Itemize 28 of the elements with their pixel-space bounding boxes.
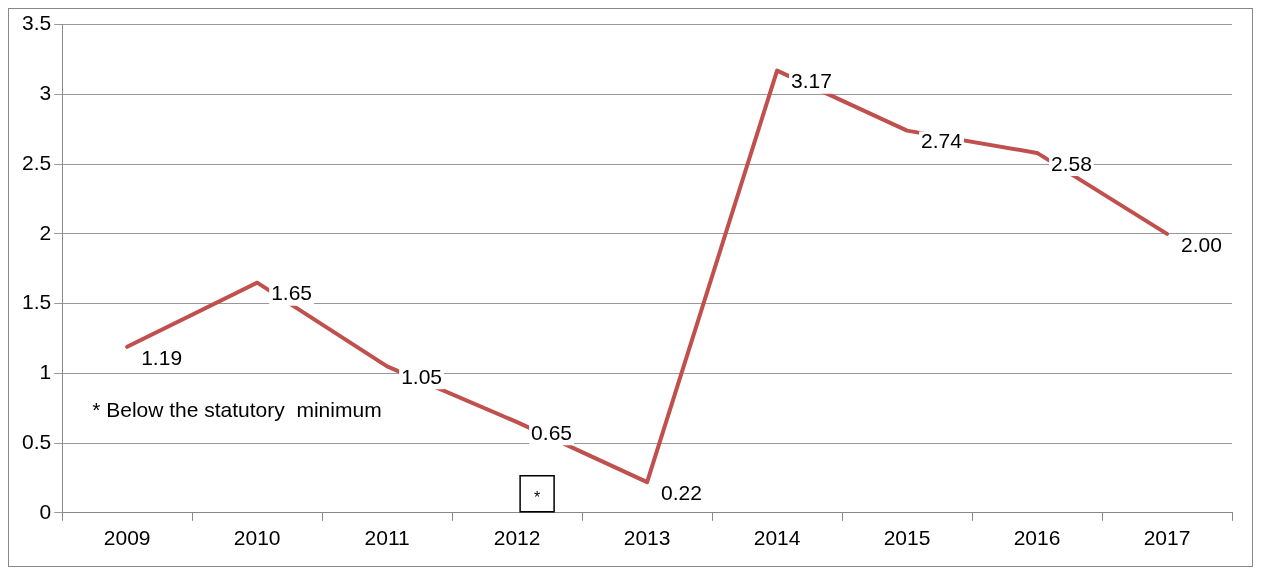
data-label: 0.22	[661, 480, 702, 504]
y-tick-label: 1	[39, 360, 52, 384]
x-tick-label: 2010	[233, 526, 281, 550]
data-label: 2.74	[921, 129, 963, 153]
x-tick-label: 2014	[753, 526, 801, 550]
y-tick-label: 2.5	[21, 150, 52, 174]
data-label: 1.65	[271, 281, 313, 305]
data-label: 2.58	[1051, 151, 1092, 175]
y-tick-label: 3	[39, 81, 52, 105]
y-tick-label: 2	[39, 220, 52, 244]
y-tick-label: 1.5	[21, 290, 52, 314]
x-tick-label: 2012	[493, 526, 541, 550]
data-label: 3.17	[791, 69, 832, 93]
x-tick-label: 2009	[103, 526, 151, 550]
x-tick-label: 2016	[1013, 526, 1061, 550]
x-tick-label: 2013	[623, 526, 671, 550]
x-tick-label: 2017	[1143, 526, 1191, 550]
y-tick-label: 0	[39, 499, 52, 523]
annotation: *	[533, 489, 541, 507]
data-label: 1.19	[141, 345, 183, 369]
data-label: 0.65	[531, 420, 572, 444]
x-tick-label: 2015	[883, 526, 931, 550]
y-tick-label: 3.5	[21, 11, 52, 35]
data-label: 1.05	[401, 365, 443, 389]
y-tick-label: 0.5	[21, 429, 52, 453]
x-tick-label: 2011	[364, 526, 410, 550]
annotation: * Below the statutory minimum	[92, 398, 382, 422]
data-label: 2.00	[1181, 232, 1222, 256]
